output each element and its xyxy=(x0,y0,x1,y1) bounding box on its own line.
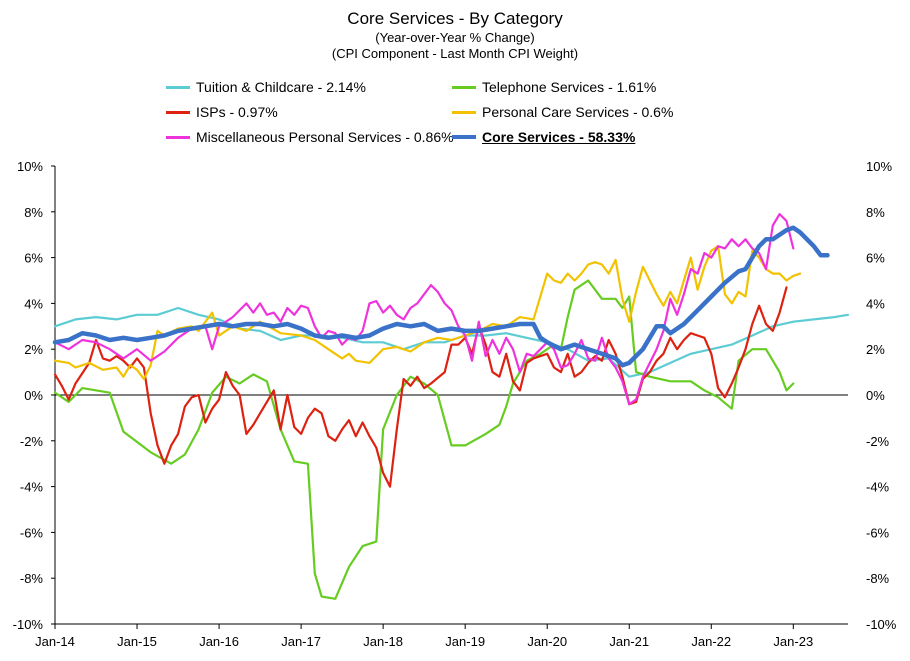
legend-label-telephone: Telephone Services - 1.61% xyxy=(482,79,657,95)
y-tick-label-right: 6% xyxy=(866,251,885,266)
chart-title: Core Services - By Category xyxy=(347,9,563,28)
y-tick-label-left: 4% xyxy=(24,296,43,311)
y-tick-label-left: 6% xyxy=(24,251,43,266)
axes-layer xyxy=(51,165,848,629)
y-tick-label-right: 10% xyxy=(866,159,892,174)
y-tick-label-left: 8% xyxy=(24,205,43,220)
x-tick-label: Jan-23 xyxy=(773,634,813,649)
y-tick-label-left: -2% xyxy=(20,434,44,449)
legend-label-isps: ISPs - 0.97% xyxy=(196,104,278,120)
legend-label-personal-care: Personal Care Services - 0.6% xyxy=(482,104,674,120)
y-tick-label-right: 0% xyxy=(866,388,885,403)
legend-item-isps: ISPs - 0.97% xyxy=(166,104,278,120)
y-tick-label-left: -10% xyxy=(13,617,44,632)
series-line-1 xyxy=(53,279,795,600)
y-tick-label-right: 4% xyxy=(866,296,885,311)
legend-item-core-services: Core Services - 58.33% xyxy=(452,129,635,145)
y-tick-label-right: -10% xyxy=(866,617,897,632)
chart-subtitle: (Year-over-Year % Change) xyxy=(375,30,535,45)
x-tick-label: Jan-18 xyxy=(363,634,403,649)
y-tick-label-left: -6% xyxy=(20,525,44,540)
legend-swatch-telephone xyxy=(452,85,476,89)
legend-swatch-core-services xyxy=(452,135,476,139)
x-tick-label: Jan-20 xyxy=(527,634,567,649)
series-line-2 xyxy=(53,286,788,488)
x-tick-label: Jan-19 xyxy=(445,634,485,649)
x-tick-label: Jan-21 xyxy=(609,634,649,649)
x-tick-label: Jan-16 xyxy=(199,634,239,649)
x-tick-label: Jan-17 xyxy=(281,634,321,649)
series-line-4 xyxy=(53,213,795,406)
legend-swatch-isps xyxy=(166,110,190,114)
y-tick-label-right: -6% xyxy=(866,525,890,540)
y-tick-label-left: -8% xyxy=(20,571,44,586)
y-tick-label-left: -4% xyxy=(20,480,44,495)
y-tick-label-right: -8% xyxy=(866,571,890,586)
legend-item-personal-care: Personal Care Services - 0.6% xyxy=(452,104,673,120)
y-tick-label-right: -2% xyxy=(866,434,890,449)
legend-item-misc-personal: Miscellaneous Personal Services - 0.86% xyxy=(166,129,454,145)
y-tick-label-left: 10% xyxy=(17,159,43,174)
legend-item-tuition: Tuition & Childcare - 2.14% xyxy=(166,79,366,95)
series-layer xyxy=(52,213,850,600)
legend-swatch-personal-care xyxy=(452,110,476,114)
x-tick-label: Jan-22 xyxy=(691,634,731,649)
x-tick-label: Jan-14 xyxy=(35,634,75,649)
legend-swatch-misc-personal xyxy=(166,135,190,139)
legend-label-core-services: Core Services - 58.33% xyxy=(482,129,636,145)
series-line-5 xyxy=(52,225,830,368)
legend-item-telephone: Telephone Services - 1.61% xyxy=(452,79,656,95)
y-tick-label-right: -4% xyxy=(866,480,890,495)
title-block: Core Services - By Category (Year-over-Y… xyxy=(0,8,910,62)
labels-layer: 10% 10% 8% 8% 6% 6% 4% 4% 2% 2% 0% 0% -2% -2% -4% -4% -6… xyxy=(13,159,897,649)
y-tick-label-left: 0% xyxy=(24,388,43,403)
series-line-3 xyxy=(53,245,802,381)
legend-label-tuition: Tuition & Childcare - 2.14% xyxy=(196,79,366,95)
legend-label-misc-personal: Miscellaneous Personal Services - 0.86% xyxy=(196,129,454,145)
x-tick-label: Jan-15 xyxy=(117,634,157,649)
y-tick-label-left: 2% xyxy=(24,342,43,357)
legend-swatch-tuition xyxy=(166,85,190,89)
chart-subtitle-2: (CPI Component - Last Month CPI Weight) xyxy=(331,46,579,61)
y-tick-label-right: 8% xyxy=(866,205,885,220)
y-tick-label-right: 2% xyxy=(866,342,885,357)
